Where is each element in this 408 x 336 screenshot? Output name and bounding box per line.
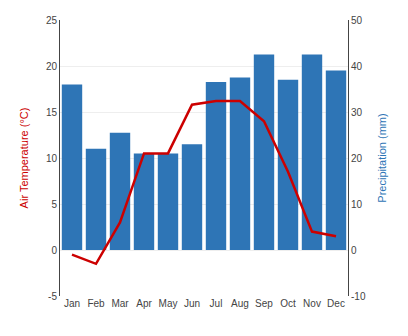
svg-text:10: 10 <box>351 199 363 210</box>
svg-text:0: 0 <box>51 245 57 256</box>
svg-text:15: 15 <box>46 107 58 118</box>
svg-text:25: 25 <box>46 15 58 26</box>
svg-text:Nov: Nov <box>303 298 321 309</box>
svg-text:-10: -10 <box>351 291 366 302</box>
svg-text:Dec: Dec <box>327 298 345 309</box>
svg-text:10: 10 <box>46 153 58 164</box>
svg-text:50: 50 <box>351 15 363 26</box>
svg-text:Mar: Mar <box>111 298 129 309</box>
svg-text:Oct: Oct <box>280 298 296 309</box>
svg-text:Jan: Jan <box>64 298 80 309</box>
svg-text:Air Temperature (°C): Air Temperature (°C) <box>18 108 30 209</box>
svg-text:-5: -5 <box>48 291 57 302</box>
svg-text:Jul: Jul <box>210 298 223 309</box>
svg-text:20: 20 <box>46 61 58 72</box>
svg-text:Sep: Sep <box>255 298 273 309</box>
svg-text:0: 0 <box>351 245 357 256</box>
svg-text:Precipitation (mm): Precipitation (mm) <box>376 113 388 202</box>
svg-text:40: 40 <box>351 61 363 72</box>
svg-text:20: 20 <box>351 153 363 164</box>
svg-text:May: May <box>159 298 178 309</box>
svg-text:Apr: Apr <box>136 298 152 309</box>
svg-text:Aug: Aug <box>231 298 249 309</box>
svg-text:30: 30 <box>351 107 363 118</box>
svg-text:Jun: Jun <box>184 298 200 309</box>
svg-text:5: 5 <box>51 199 57 210</box>
svg-text:Feb: Feb <box>87 298 105 309</box>
